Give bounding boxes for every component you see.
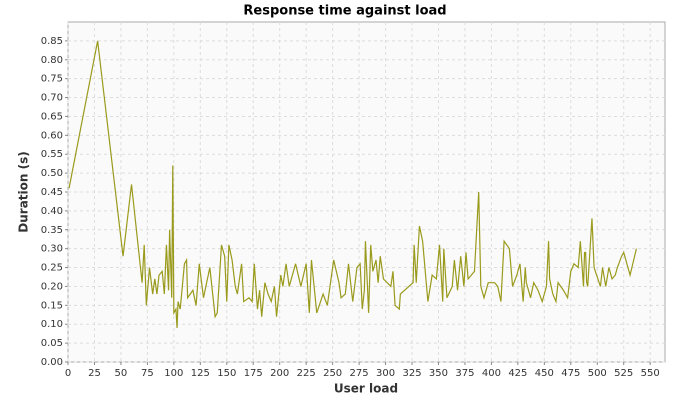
y-tick-label: 0.15 [41,300,63,311]
x-tick-label: 325 [402,368,421,379]
y-tick-label: 0.70 [41,93,63,104]
y-tick-label: 0.10 [41,319,63,330]
plot-area [67,21,666,363]
x-tick-label: 25 [88,368,101,379]
y-tick-label: 0.20 [41,281,63,292]
x-tick-label: 350 [429,368,448,379]
y-tick-label: 0.65 [41,111,63,122]
x-tick-label: 150 [217,368,236,379]
y-tick-label: 0.45 [41,187,63,198]
y-tick-label: 0.35 [41,225,63,236]
x-tick-label: 225 [297,368,316,379]
y-tick-label: 0.80 [41,55,63,66]
y-tick-label: 0.60 [41,130,63,141]
y-axis-label: Duration (s) [17,151,31,232]
x-tick-label: 550 [641,368,660,379]
x-tick-label: 125 [191,368,210,379]
y-tick-label: 0.30 [41,244,63,255]
x-tick-label: 475 [561,368,580,379]
chart-title: Response time against load [243,4,446,19]
x-tick-label: 375 [455,368,474,379]
x-tick-label: 450 [535,368,554,379]
x-tick-label: 0 [65,368,71,379]
y-tick-label: 0.05 [41,338,63,349]
y-tick-label: 0.00 [41,357,63,368]
x-tick-label: 75 [141,368,154,379]
x-tick-label: 425 [508,368,527,379]
x-tick-label: 100 [164,368,183,379]
x-tick-label: 300 [376,368,395,379]
x-tick-label: 200 [270,368,289,379]
data-line [68,40,638,329]
y-tick-label: 0.25 [41,263,63,274]
x-tick-label: 250 [323,368,342,379]
x-tick-label: 50 [115,368,128,379]
y-tick-label: 0.85 [41,36,63,47]
x-tick-label: 500 [588,368,607,379]
x-tick-label: 175 [244,368,263,379]
x-tick-label: 275 [350,368,369,379]
x-tick-label: 400 [482,368,501,379]
y-tick-label: 0.50 [41,168,63,179]
y-tick-label: 0.55 [41,149,63,160]
y-tick-label: 0.40 [41,206,63,217]
x-tick-label: 525 [614,368,633,379]
x-axis-label: User load [334,382,398,396]
y-tick-label: 0.75 [41,74,63,85]
